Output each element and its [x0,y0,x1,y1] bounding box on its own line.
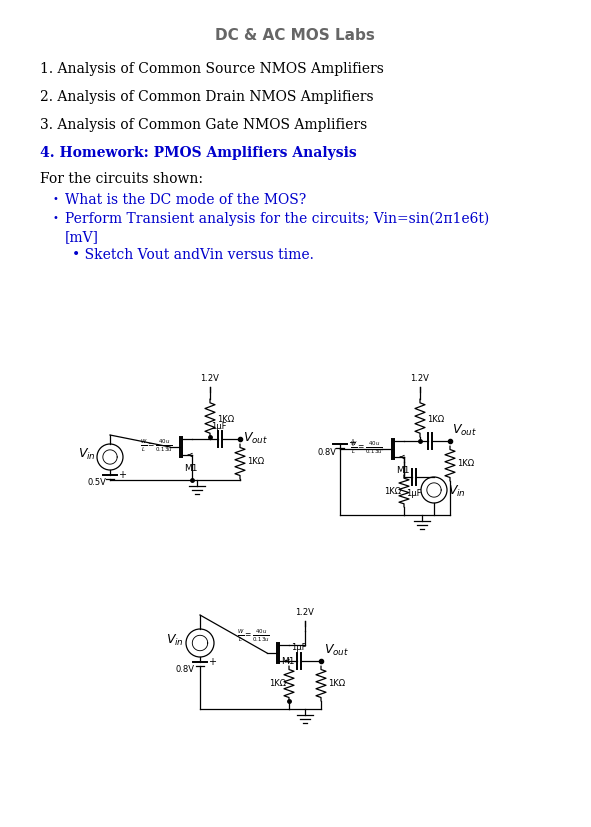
Text: $V_{in}$: $V_{in}$ [166,632,184,647]
Text: $V_{out}$: $V_{out}$ [324,642,349,657]
Text: •: • [52,194,58,203]
Text: Perform Transient analysis for the circuits; Vin=sin(2π1e6t): Perform Transient analysis for the circu… [65,212,489,226]
Text: 1μF: 1μF [291,643,307,651]
Text: M1: M1 [184,463,197,472]
Text: DC & AC MOS Labs: DC & AC MOS Labs [215,28,375,43]
Text: 1KΩ: 1KΩ [457,459,474,468]
Text: 0.8V: 0.8V [318,448,337,457]
Text: M1: M1 [396,466,410,475]
Text: $V_{in}$: $V_{in}$ [78,446,96,461]
Text: 1KΩ: 1KΩ [269,679,286,688]
Text: 2. Analysis of Common Drain NMOS Amplifiers: 2. Analysis of Common Drain NMOS Amplifi… [40,90,374,104]
Text: 1KΩ: 1KΩ [328,679,345,688]
Text: 0.5V: 0.5V [88,478,107,487]
Text: 4. Homework: PMOS Amplifiers Analysis: 4. Homework: PMOS Amplifiers Analysis [40,146,357,160]
Text: $\frac{W}{L}=\frac{40u}{0.13u}$: $\frac{W}{L}=\frac{40u}{0.13u}$ [350,439,383,456]
Text: $V_{in}$: $V_{in}$ [448,483,466,498]
Text: 1KΩ: 1KΩ [217,414,234,423]
Text: 1.2V: 1.2V [200,374,219,383]
Text: 1KΩ: 1KΩ [247,457,264,466]
Text: +: + [208,656,216,667]
Text: +: + [348,437,356,447]
Text: 1.2V: 1.2V [411,374,430,383]
Text: 1.2V: 1.2V [296,607,314,616]
Text: [mV]: [mV] [65,230,99,244]
Text: $\frac{W}{L}=\frac{40u}{0.13u}$: $\frac{W}{L}=\frac{40u}{0.13u}$ [237,627,270,643]
Text: M1: M1 [281,656,294,665]
Text: • Sketch Vout and​Vin versus time.: • Sketch Vout and​Vin versus time. [72,248,314,261]
Text: +: + [118,470,126,480]
Text: $V_{out}$: $V_{out}$ [452,423,477,437]
Text: What is the DC mode of the MOS?: What is the DC mode of the MOS? [65,193,306,207]
Text: •: • [52,213,58,222]
Text: For the circuits shown:: For the circuits shown: [40,172,203,186]
Text: 3. Analysis of Common Gate NMOS Amplifiers: 3. Analysis of Common Gate NMOS Amplifie… [40,118,367,131]
Text: 1μF: 1μF [211,422,227,431]
Text: 1KΩ: 1KΩ [427,414,444,423]
Text: $V_{out}$: $V_{out}$ [243,430,268,445]
Text: $\frac{W}{L}=\frac{40u}{0.13u}$: $\frac{W}{L}=\frac{40u}{0.13u}$ [140,437,173,453]
Text: 1. Analysis of Common Source NMOS Amplifiers: 1. Analysis of Common Source NMOS Amplif… [40,62,384,76]
Text: 1KΩ: 1KΩ [384,487,401,496]
Text: 1μF: 1μF [406,489,422,497]
Text: 0.8V: 0.8V [176,665,195,674]
